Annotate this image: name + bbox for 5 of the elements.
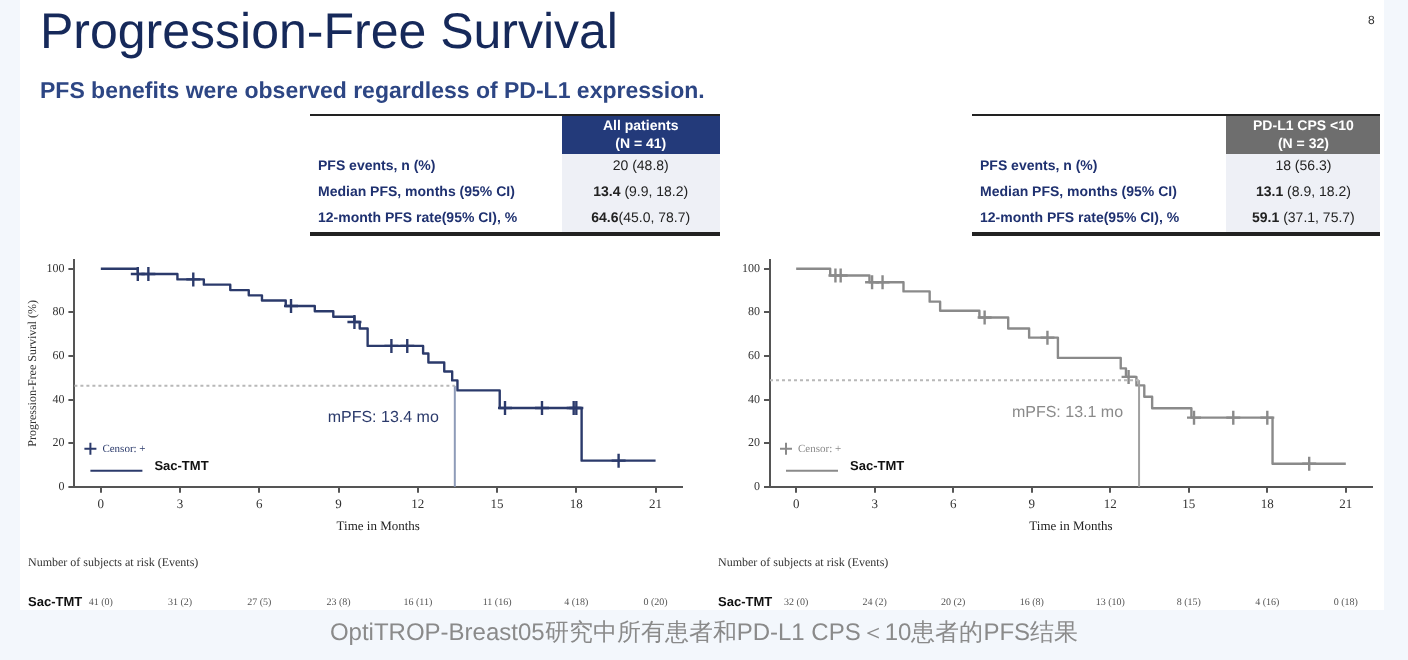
text: PFS benefits were observed regardless of PD-L1 expression. xyxy=(40,80,705,104)
ref-line-label: mPFS: 13.4 mo xyxy=(327,408,440,427)
text: Progression-Free Survival xyxy=(40,4,618,62)
ref-line-label: mPFS: 13.1 mo xyxy=(1011,402,1125,421)
text: OptiTROP-Breast05研究中所有患者和PD-L1 CPS＜10患者的PFS结果 xyxy=(327,616,1081,650)
